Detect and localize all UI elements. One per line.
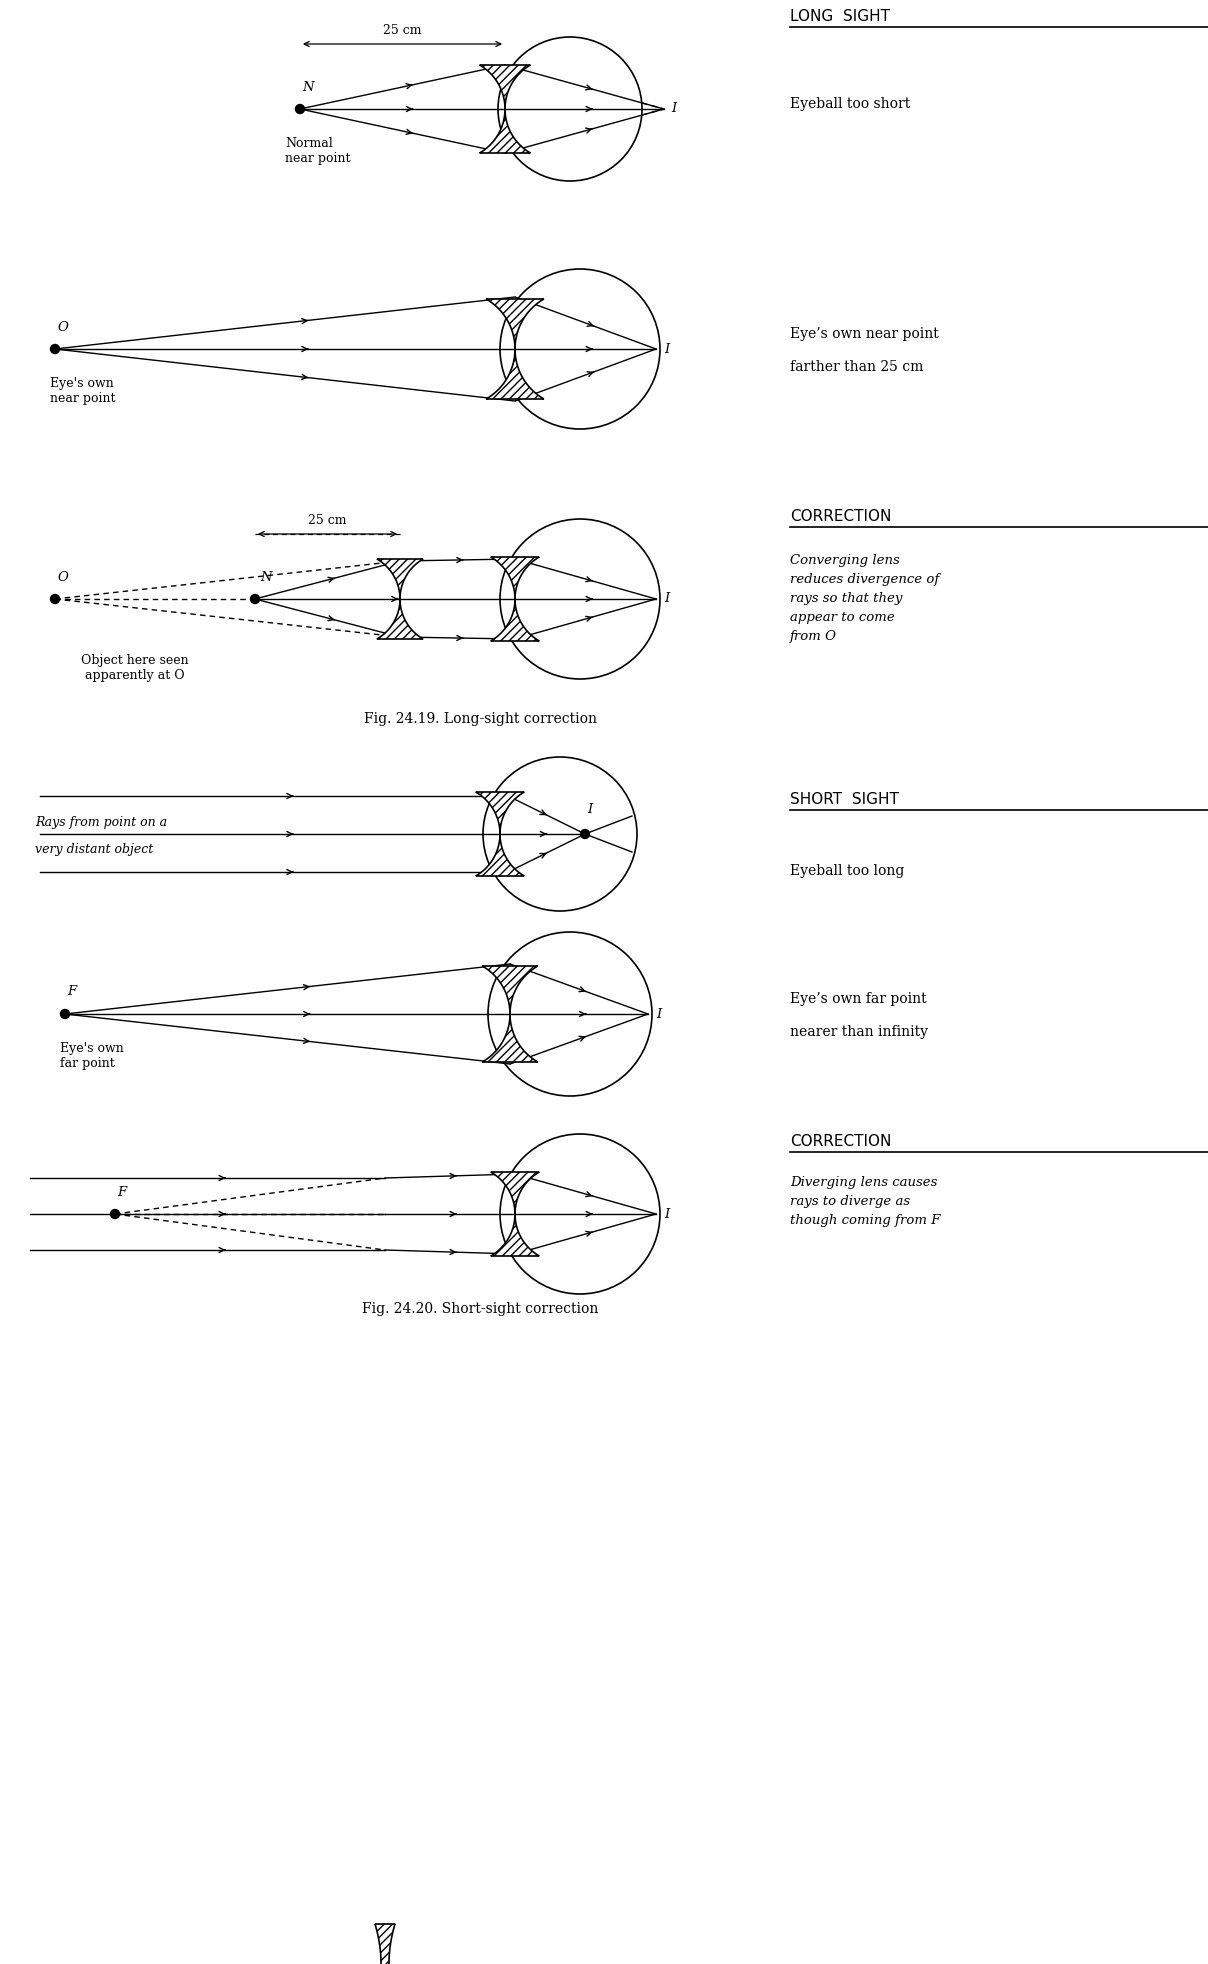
Polygon shape: [490, 558, 539, 640]
Text: Eye's own
near point: Eye's own near point: [50, 377, 116, 405]
Text: I: I: [670, 102, 676, 116]
Text: Fig. 24.19. Long-sight correction: Fig. 24.19. Long-sight correction: [364, 713, 597, 727]
Text: very distant object: very distant object: [35, 843, 153, 856]
Text: farther than 25 cm: farther than 25 cm: [790, 359, 923, 373]
Polygon shape: [486, 299, 544, 399]
Text: Converging lens
reduces divergence of
rays so that they
appear to come
from O: Converging lens reduces divergence of ra…: [790, 554, 940, 642]
Text: Object here seen
apparently at O: Object here seen apparently at O: [81, 654, 188, 682]
Text: LONG  SIGHT: LONG SIGHT: [790, 10, 890, 24]
Circle shape: [296, 104, 304, 114]
Polygon shape: [490, 1173, 539, 1257]
Text: I: I: [664, 1208, 669, 1220]
Text: Diverging lens causes
rays to diverge as
though coming from F: Diverging lens causes rays to diverge as…: [790, 1176, 941, 1228]
Text: I: I: [664, 342, 669, 355]
Circle shape: [60, 1009, 70, 1019]
Polygon shape: [377, 560, 423, 638]
Text: F: F: [66, 986, 76, 998]
Text: N: N: [302, 81, 314, 94]
Text: Eye's own
far point: Eye's own far point: [60, 1043, 123, 1070]
Circle shape: [110, 1210, 120, 1218]
Text: Eyeball too short: Eyeball too short: [790, 96, 911, 112]
Text: Fig. 24.20. Short-sight correction: Fig. 24.20. Short-sight correction: [362, 1302, 598, 1316]
Text: I: I: [656, 1008, 661, 1021]
Text: Eyeball too long: Eyeball too long: [790, 864, 905, 878]
Text: CORRECTION: CORRECTION: [790, 1133, 892, 1149]
Text: Eye’s own near point: Eye’s own near point: [790, 326, 939, 342]
Polygon shape: [476, 791, 524, 876]
Text: Normal
near point: Normal near point: [285, 137, 350, 165]
Text: I: I: [664, 593, 669, 605]
Text: F: F: [117, 1186, 127, 1198]
Circle shape: [51, 344, 59, 354]
Text: CORRECTION: CORRECTION: [790, 509, 892, 524]
Text: 25 cm: 25 cm: [383, 24, 422, 37]
Text: nearer than infinity: nearer than infinity: [790, 1025, 928, 1039]
Polygon shape: [482, 966, 538, 1063]
Text: O: O: [57, 572, 68, 583]
Polygon shape: [480, 65, 530, 153]
Polygon shape: [374, 1925, 395, 1964]
Circle shape: [51, 595, 59, 603]
Circle shape: [250, 595, 260, 603]
Text: SHORT  SIGHT: SHORT SIGHT: [790, 791, 899, 807]
Text: O: O: [57, 320, 68, 334]
Text: 25 cm: 25 cm: [308, 515, 347, 526]
Text: N: N: [260, 572, 272, 583]
Text: I: I: [587, 803, 593, 815]
Text: Eye’s own far point: Eye’s own far point: [790, 992, 927, 1006]
Circle shape: [581, 829, 590, 839]
Text: Rays from point on a: Rays from point on a: [35, 815, 167, 829]
